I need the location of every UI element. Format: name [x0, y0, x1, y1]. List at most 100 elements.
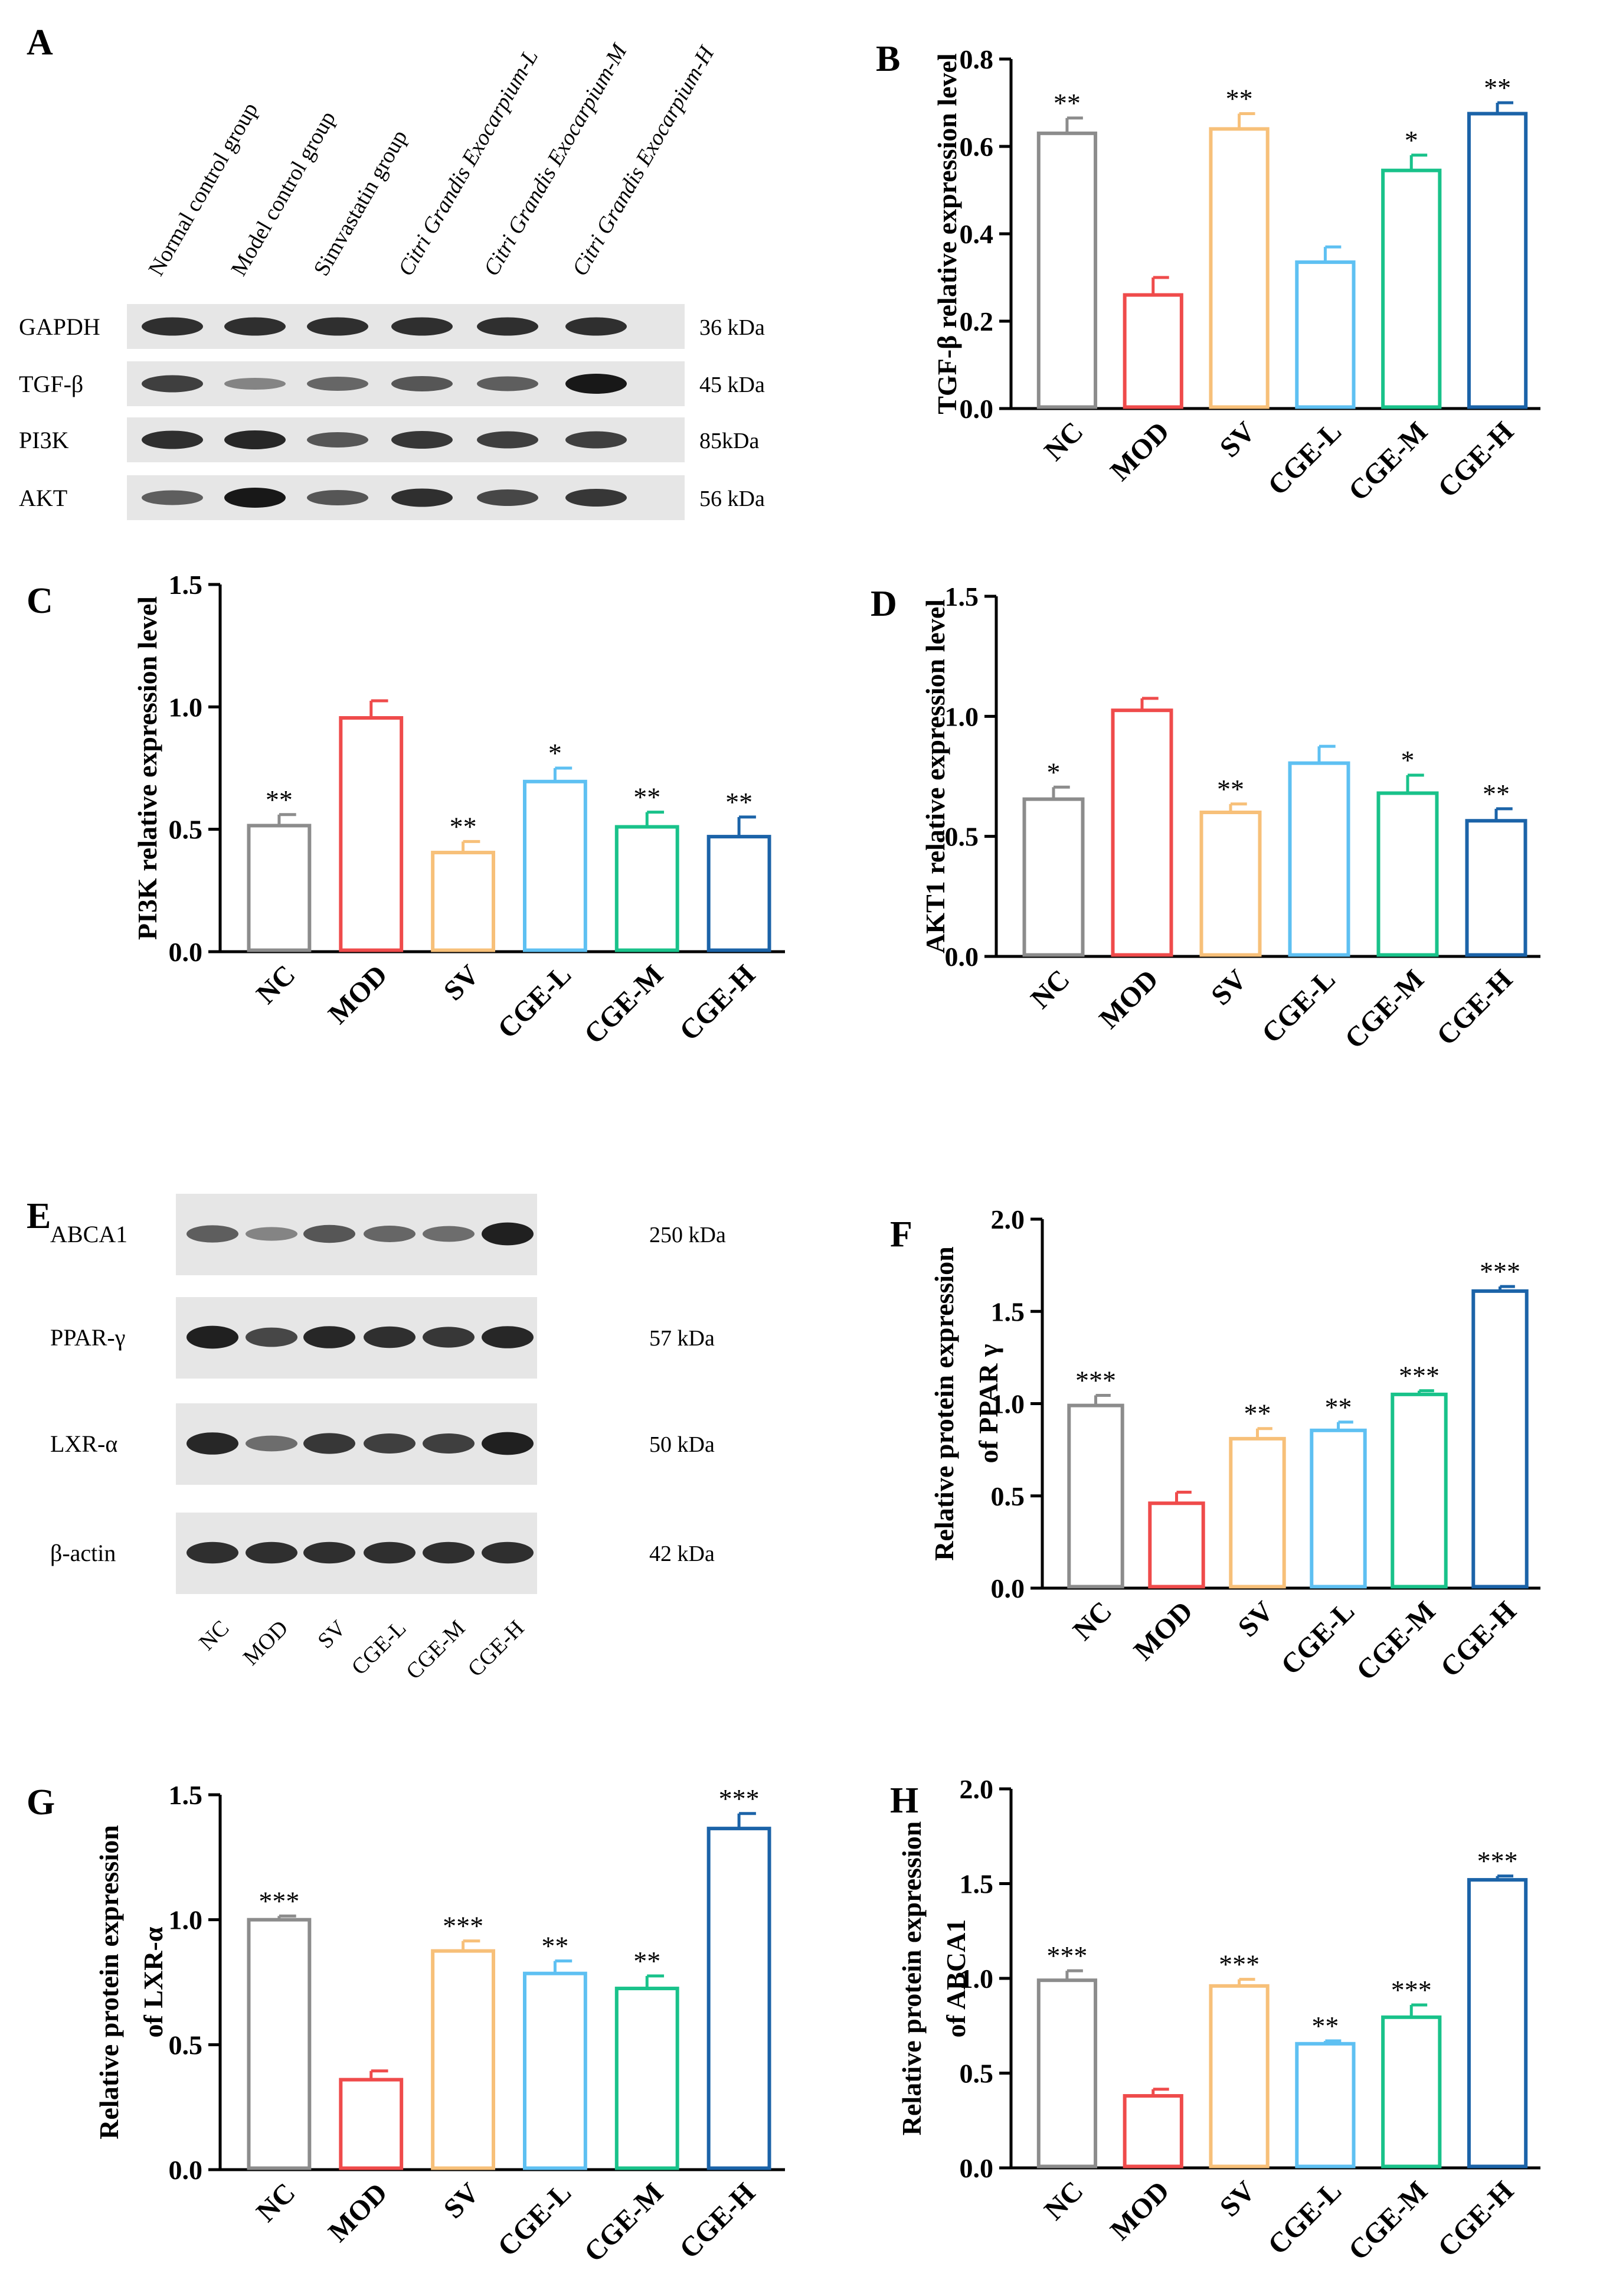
- blot-band: [482, 1432, 534, 1455]
- panel-letter: A: [27, 22, 53, 63]
- x-category-label: CGE-L: [1262, 416, 1347, 501]
- blot-band: [246, 1327, 297, 1347]
- x-category-label: SV: [1213, 2175, 1261, 2223]
- y-tick-label: 1.0: [945, 701, 979, 731]
- bar-cge-l: [1288, 761, 1350, 957]
- blot-band: [364, 1226, 416, 1242]
- x-category-label: MOD: [1104, 416, 1175, 486]
- blot-band: [246, 1227, 297, 1241]
- bar-cge-l: [522, 1971, 587, 2170]
- bar-cge-m: [614, 1987, 679, 2170]
- significance-label: *: [1047, 757, 1061, 787]
- y-tick-label: 1.5: [169, 1780, 203, 1810]
- significance-label: ***: [1399, 1361, 1440, 1391]
- blot-band: [224, 430, 286, 449]
- blot-kda-label: 250 kDa: [649, 1223, 726, 1247]
- blot-band: [482, 1326, 534, 1348]
- significance-label: ***: [1480, 1256, 1520, 1286]
- y-tick-label: 0.8: [960, 44, 994, 74]
- blot-row-label: LXR-α: [50, 1430, 117, 1457]
- y-axis-label: Relative protein expression: [94, 1825, 124, 2139]
- blot-band: [423, 1226, 475, 1242]
- blot-band: [482, 1541, 534, 1564]
- significance-label: **: [1325, 1392, 1352, 1422]
- y-tick-label: 1.5: [169, 570, 203, 600]
- group-label: Simvastatin group: [309, 126, 412, 280]
- blot-band: [364, 1541, 416, 1564]
- significance-label: **: [633, 782, 660, 812]
- panel-letter: E: [27, 1196, 51, 1236]
- blot-band: [423, 1327, 475, 1348]
- significance-label: **: [450, 811, 477, 841]
- significance-label: ***: [1391, 1975, 1432, 2005]
- blot-band: [391, 317, 453, 336]
- bar-cge-h: [1467, 112, 1528, 409]
- y-axis-label: TGF-β relative expression level: [932, 53, 962, 414]
- x-category-label: CGE-M: [1343, 416, 1434, 507]
- blot-row-label: ABCA1: [50, 1221, 127, 1247]
- significance-label: ***: [719, 1784, 760, 1814]
- blot-row-label: PI3K: [19, 427, 69, 453]
- blot-band: [423, 1433, 475, 1454]
- y-axis-label-2: of LXR-α: [138, 1926, 168, 2037]
- y-tick-label: 1.5: [991, 1296, 1025, 1327]
- significance-label: **: [1226, 84, 1253, 114]
- y-tick-label: 0.5: [945, 822, 979, 852]
- blot-band: [224, 378, 286, 390]
- blot-band: [477, 376, 538, 391]
- x-category-label: CGE-H: [1431, 964, 1519, 1051]
- x-category-label: CGE-L: [1256, 964, 1342, 1049]
- y-tick-label: 1.0: [169, 1905, 203, 1935]
- x-category-label: SV: [437, 959, 485, 1007]
- bar-cge-m: [1381, 168, 1442, 409]
- x-category-label: SV: [437, 2177, 485, 2225]
- bar-cge-h: [706, 835, 771, 952]
- blot-band: [187, 1225, 238, 1243]
- blot-row-label: AKT: [19, 485, 67, 511]
- bar-cge-l: [1295, 260, 1356, 409]
- bar-mod: [1123, 293, 1183, 409]
- bar-nc: [247, 1918, 312, 2170]
- significance-label: **: [1484, 73, 1511, 103]
- bar-mod: [339, 2078, 404, 2170]
- y-tick-label: 1.0: [960, 1964, 994, 1994]
- blot-band: [391, 488, 453, 507]
- bar-nc: [1067, 1403, 1124, 1589]
- y-axis-label-2: of PPAR γ: [973, 1344, 1003, 1463]
- x-category-label: SV: [1232, 1595, 1280, 1643]
- significance-label: ***: [259, 1886, 299, 1916]
- x-category-label: CGE-H: [673, 959, 761, 1047]
- significance-label: **: [725, 787, 753, 817]
- blot-lane-label: CGE-M: [401, 1616, 470, 1684]
- x-category-label: CGE-M: [578, 2177, 669, 2268]
- significance-label: **: [1217, 774, 1244, 804]
- x-category-label: NC: [250, 2177, 301, 2228]
- blot-kda-label: 57 kDa: [649, 1326, 715, 1351]
- y-tick-label: 0.0: [960, 394, 994, 424]
- blot-band: [142, 375, 203, 393]
- blot-band: [565, 431, 627, 449]
- bar-cge-m: [614, 825, 679, 952]
- blot-lane-label: NC: [194, 1616, 234, 1655]
- chart-panel-h: H 0.0 0.5 1.0 1.5 2.0 Relative protein express…: [890, 1774, 1540, 2266]
- panel-letter: C: [27, 581, 53, 621]
- blot-lane-label: CGE-H: [463, 1616, 529, 1682]
- blot-band: [482, 1222, 534, 1246]
- bar-cge-h: [706, 1827, 771, 2170]
- blot-band: [303, 1224, 355, 1243]
- blot-row-label: TGF-β: [19, 371, 83, 397]
- y-tick-label: 1.0: [169, 692, 203, 722]
- bar-cge-m: [1376, 791, 1439, 957]
- blot-band: [142, 430, 203, 449]
- blot-band: [187, 1325, 238, 1349]
- blot-band: [307, 317, 368, 336]
- blot-kda-label: 85kDa: [699, 429, 759, 453]
- blot-band: [246, 1541, 297, 1564]
- blot-row-label: GAPDH: [19, 313, 100, 340]
- x-category-label: CGE-L: [1275, 1595, 1360, 1681]
- y-axis-label: PI3K relative expression level: [132, 596, 162, 940]
- x-category-label: CGE-M: [1339, 964, 1429, 1054]
- significance-label: *: [548, 738, 562, 768]
